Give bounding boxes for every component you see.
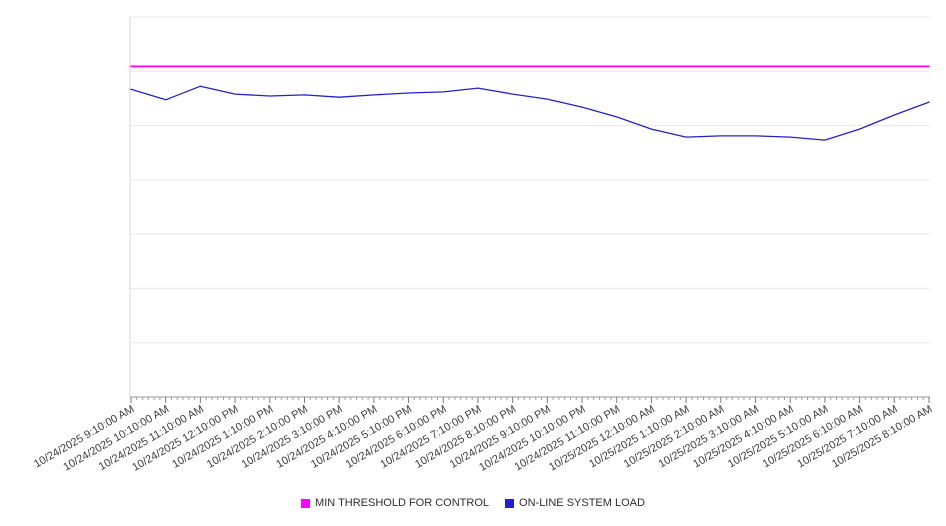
- legend-item-load: ON-LINE SYSTEM LOAD: [505, 497, 645, 509]
- legend-label-threshold: MIN THRESHOLD FOR CONTROL: [315, 497, 490, 509]
- threshold-swatch-icon: [301, 498, 311, 508]
- legend-item-threshold: MIN THRESHOLD FOR CONTROL: [301, 497, 489, 509]
- load-line: [130, 85, 930, 141]
- chart-legend: MIN THRESHOLD FOR CONTROL ON-LINE SYSTEM…: [0, 497, 946, 509]
- legend-label-load: ON-LINE SYSTEM LOAD: [519, 497, 645, 509]
- load-swatch-icon: [505, 498, 515, 508]
